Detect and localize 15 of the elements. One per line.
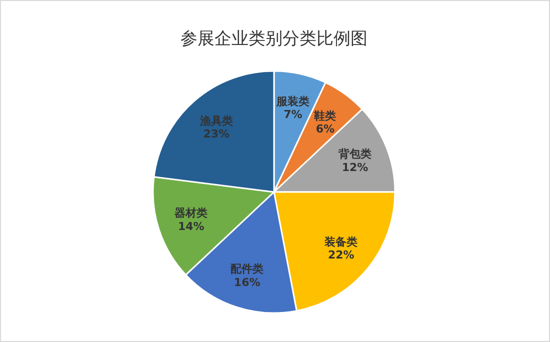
slice-label: 装备类 [324, 235, 358, 248]
slice-label: 鞋类 [313, 109, 336, 122]
data-label: 16% [234, 276, 260, 289]
chart-title: 参展企业类别分类比例图 [180, 29, 368, 49]
data-label: 23% [203, 128, 230, 141]
slice-label: 服装类 [276, 94, 310, 108]
data-label: 12% [342, 160, 368, 174]
data-label: 22% [328, 248, 354, 262]
data-label: 6% [316, 122, 335, 136]
data-label: 14% [178, 220, 204, 233]
slice-label: 渔具类 [198, 114, 233, 128]
data-label: 7% [284, 108, 302, 121]
slice-label: 背包类 [338, 148, 372, 161]
slice-label: 器材类 [174, 206, 208, 220]
slice-label: 配件类 [230, 262, 264, 276]
